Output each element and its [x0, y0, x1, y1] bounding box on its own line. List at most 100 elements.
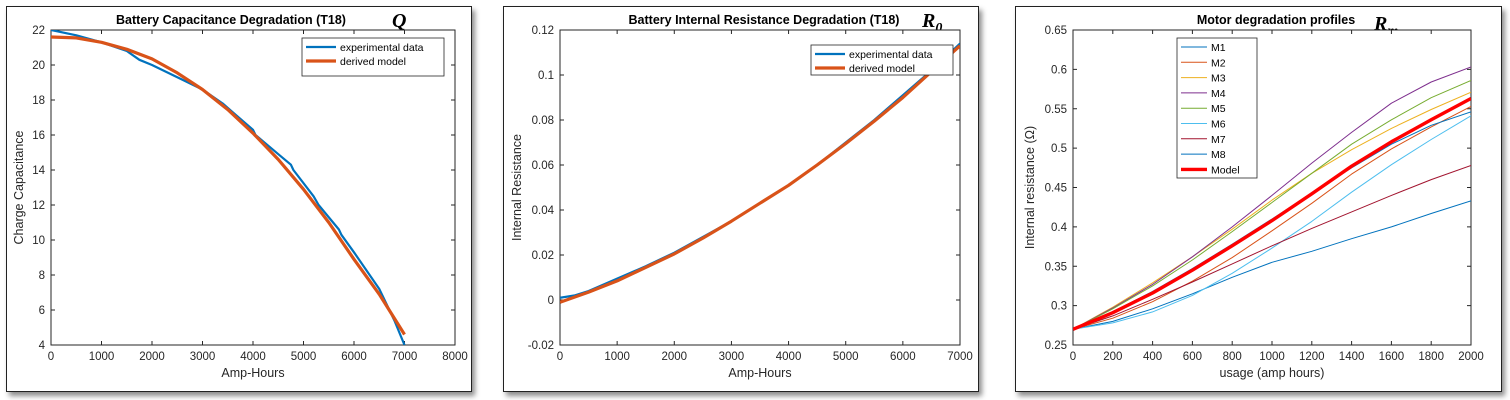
legend-label: M1: [1211, 42, 1226, 54]
x-tick-label: 400: [1143, 351, 1162, 363]
x-tick-label: 4000: [240, 351, 266, 363]
y-axis-label: Internal Resistance: [510, 134, 524, 241]
y-tick-label: 0.4: [1051, 222, 1068, 234]
legend-label: Model: [1211, 164, 1240, 176]
x-tick-label: 3000: [190, 351, 216, 363]
x-axis-label: Amp-Hours: [221, 366, 284, 380]
y-tick-label: 0.65: [1045, 25, 1067, 37]
x-axis-label: Amp-Hours: [728, 366, 791, 380]
series-line-m7: [1073, 165, 1471, 330]
x-tick-label: 2000: [139, 351, 165, 363]
legend-box: [810, 44, 954, 76]
x-tick-label: 7000: [947, 351, 973, 363]
x-tick-label: 1000: [89, 351, 115, 363]
x-tick-label: 6000: [890, 351, 916, 363]
x-tick-label: 2000: [661, 351, 687, 363]
series-line-derived-model: [51, 35, 406, 336]
series-line-m4: [1073, 66, 1471, 330]
x-tick-label: 600: [1183, 351, 1202, 363]
legend-label: M2: [1211, 57, 1226, 69]
plot-area: [559, 29, 961, 346]
motor-degradation-chart: Motor degradation profilesRm020040060080…: [1023, 13, 1484, 380]
legend-label: experimental data: [849, 49, 933, 61]
x-tick-label: 1000: [1259, 351, 1285, 363]
x-tick-label: 0: [557, 351, 563, 363]
x-tick-label: 1800: [1418, 351, 1444, 363]
y-tick-label: 0.55: [1045, 104, 1067, 116]
legend-label: M8: [1211, 149, 1226, 161]
series-line-derived-model: [560, 44, 960, 304]
x-tick-label: 1600: [1379, 351, 1405, 363]
legend-label: derived model: [849, 63, 915, 75]
y-tick-label: 8: [39, 270, 45, 282]
x-tick-label: 200: [1103, 351, 1122, 363]
legend-label: M6: [1211, 119, 1226, 131]
y-tick-label: 0.3: [1051, 301, 1067, 313]
y-tick-label: 16: [32, 130, 45, 142]
capacitance-chart-panel: Battery Capacitance Degradation (T18) Q 0 1…: [6, 6, 472, 392]
y-tick-label: 12: [32, 200, 45, 212]
chart-symbol-subscript: 0: [935, 21, 942, 36]
series-line-m5: [1073, 79, 1471, 330]
x-tick-label: 3000: [719, 351, 745, 363]
legend-label: derived model: [340, 56, 406, 68]
legend-label: M5: [1211, 103, 1226, 115]
y-tick-label: 0.5: [1051, 143, 1067, 155]
series-line-m6: [1073, 115, 1471, 330]
y-axis-label: Charge Capacitance: [12, 130, 26, 244]
x-axis-label: usage (amp hours): [1220, 366, 1325, 380]
y-tick-label: 0.25: [1045, 340, 1067, 352]
y-tick-label: -0.02: [528, 340, 554, 352]
legend-label: M3: [1211, 73, 1226, 85]
x-tick-label: 5000: [833, 351, 859, 363]
legend-label: M4: [1211, 88, 1226, 100]
chart-symbol: R0: [921, 10, 942, 36]
x-tick-label: 1400: [1339, 351, 1365, 363]
y-tick-label: 14: [32, 165, 45, 177]
x-tick-label: 1200: [1299, 351, 1325, 363]
y-tick-label: 0.35: [1045, 261, 1067, 273]
y-tick-label: 0.06: [532, 160, 554, 172]
y-tick-label: 0.08: [532, 115, 554, 127]
y-tick-label: 6: [39, 305, 45, 317]
x-tick-label: 5000: [291, 351, 317, 363]
legend-label: experimental data: [340, 42, 424, 54]
y-axis-label: Internal resistance (Ω): [1023, 126, 1037, 249]
chart-title: Battery Capacitance Degradation (T18): [116, 13, 346, 27]
internal-resistance-chart-panel: Battery Internal Resistance Degradation …: [503, 6, 979, 392]
legend-label: M7: [1211, 134, 1226, 146]
chart-symbol: Q: [392, 10, 406, 32]
plot-area: [50, 29, 456, 346]
y-tick-label: 20: [32, 60, 45, 72]
x-tick-label: 1000: [604, 351, 630, 363]
chart-title: Battery Internal Resistance Degradation …: [629, 13, 900, 27]
y-tick-label: 0.45: [1045, 183, 1067, 195]
x-tick-label: 2000: [1458, 351, 1484, 363]
x-tick-label: 4000: [776, 351, 802, 363]
y-tick-label: 0.04: [532, 205, 555, 217]
capacitance-chart: Battery Capacitance Degradation (T18) Q 0 1…: [12, 10, 468, 380]
y-tick-label: 0: [548, 295, 554, 307]
y-tick-label: 0.02: [532, 250, 554, 262]
y-tick-label: 18: [32, 95, 45, 107]
chart-title: Motor degradation profiles: [1197, 13, 1355, 27]
x-tick-label: 7000: [392, 351, 418, 363]
x-tick-label: 8000: [442, 351, 468, 363]
x-tick-label: 800: [1223, 351, 1242, 363]
series-line-m3: [1073, 91, 1471, 330]
chart-symbol-main: R: [921, 10, 935, 32]
internal-resistance-chart: Battery Internal Resistance Degradation …: [510, 10, 973, 380]
y-tick-label: 10: [32, 235, 45, 247]
series-line-m2: [1073, 105, 1471, 330]
series-line-m1: [1073, 200, 1471, 330]
y-tick-label: 22: [32, 25, 45, 37]
y-tick-label: 0.12: [532, 25, 554, 37]
series-line-model: [1073, 97, 1471, 331]
legend-box: [301, 37, 445, 77]
x-tick-label: 6000: [341, 351, 367, 363]
y-tick-label: 0.6: [1051, 64, 1067, 76]
x-tick-label: 0: [1070, 351, 1076, 363]
y-tick-label: 4: [39, 340, 46, 352]
y-tick-label: 0.1: [538, 70, 554, 82]
x-tick-label: 0: [48, 351, 54, 363]
